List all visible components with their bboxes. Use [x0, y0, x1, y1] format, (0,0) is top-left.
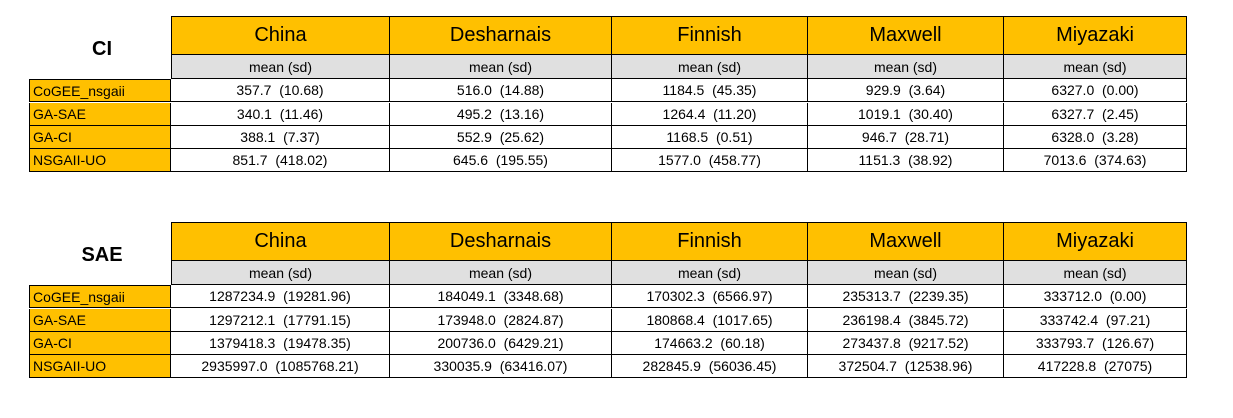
- table-cell: 495.2 (13.16): [390, 103, 612, 126]
- table-cell: 333712.0 (0.00): [1004, 285, 1187, 308]
- table-row: GA-SAE 340.1 (11.46) 495.2 (13.16) 1264.…: [29, 103, 1187, 126]
- table-cell: 6327.0 (0.00): [1004, 79, 1187, 102]
- subheader-cell: mean (sd): [612, 55, 808, 79]
- table-cell: 333742.4 (97.21): [1004, 309, 1187, 332]
- row-label: NSGAII-UO: [29, 149, 171, 172]
- sae-table: SAE China Desharnais Finnish Maxwell Miy…: [0, 222, 1233, 382]
- column-header-row: China Desharnais Finnish Maxwell Miyazak…: [171, 222, 1187, 261]
- table-row: GA-CI 1379418.3 (19478.35) 200736.0 (642…: [29, 332, 1187, 355]
- table-cell: 1168.5 (0.51): [612, 126, 808, 149]
- table-row: CoGEE_nsgaii 1287234.9 (19281.96) 184049…: [29, 285, 1187, 308]
- table-cell: 516.0 (14.88): [390, 79, 612, 102]
- subheader-cell: mean (sd): [390, 261, 612, 285]
- table-cell: 929.9 (3.64): [808, 79, 1004, 102]
- column-header-row: China Desharnais Finnish Maxwell Miyazak…: [171, 16, 1187, 55]
- table-cell: 645.6 (195.55): [390, 149, 612, 172]
- subheader-cell: mean (sd): [390, 55, 612, 79]
- row-label: NSGAII-UO: [29, 355, 171, 378]
- table-cell: 173948.0 (2824.87): [390, 309, 612, 332]
- table-cell: 184049.1 (3348.68): [390, 285, 612, 308]
- table-cell: 552.9 (25.62): [390, 126, 612, 149]
- subheader-cell: mean (sd): [171, 261, 390, 285]
- table-cell: 235313.7 (2239.35): [808, 285, 1004, 308]
- table-cell: 170302.3 (6566.97): [612, 285, 808, 308]
- table-cell: 851.7 (418.02): [171, 149, 390, 172]
- table-cell: 333793.7 (126.67): [1004, 332, 1187, 355]
- subheader-cell: mean (sd): [171, 55, 390, 79]
- table-cell: 1019.1 (30.40): [808, 103, 1004, 126]
- table-cell: 180868.4 (1017.65): [612, 309, 808, 332]
- ci-table: CI China Desharnais Finnish Maxwell Miya…: [0, 16, 1233, 176]
- row-label: CoGEE_nsgaii: [29, 285, 171, 308]
- row-label: GA-SAE: [29, 309, 171, 332]
- table-cell: 946.7 (28.71): [808, 126, 1004, 149]
- column-header: China: [171, 222, 390, 261]
- column-header: Desharnais: [390, 222, 612, 261]
- table-cell: 1264.4 (11.20): [612, 103, 808, 126]
- table-cell: 6328.0 (3.28): [1004, 126, 1187, 149]
- row-label: GA-CI: [29, 332, 171, 355]
- subheader-cell: mean (sd): [612, 261, 808, 285]
- subheader-row: mean (sd) mean (sd) mean (sd) mean (sd) …: [171, 55, 1187, 79]
- table-row: CoGEE_nsgaii 357.7 (10.68) 516.0 (14.88)…: [29, 79, 1187, 102]
- table-row: NSGAII-UO 851.7 (418.02) 645.6 (195.55) …: [29, 149, 1187, 172]
- table-cell: 330035.9 (63416.07): [390, 355, 612, 378]
- table-row: GA-CI 388.1 (7.37) 552.9 (25.62) 1168.5 …: [29, 126, 1187, 149]
- table-cell: 1184.5 (45.35): [612, 79, 808, 102]
- column-header: China: [171, 16, 390, 55]
- table-cell: 1287234.9 (19281.96): [171, 285, 390, 308]
- table-cell: 1297212.1 (17791.15): [171, 309, 390, 332]
- table-cell: 236198.4 (3845.72): [808, 309, 1004, 332]
- table-cell: 340.1 (11.46): [171, 103, 390, 126]
- table-cell: 7013.6 (374.63): [1004, 149, 1187, 172]
- table-cell: 1151.3 (38.92): [808, 149, 1004, 172]
- column-header: Maxwell: [808, 222, 1004, 261]
- column-header: Maxwell: [808, 16, 1004, 55]
- table-cell: 1379418.3 (19478.35): [171, 332, 390, 355]
- table-cell: 388.1 (7.37): [171, 126, 390, 149]
- table-cell: 273437.8 (9217.52): [808, 332, 1004, 355]
- row-label: CoGEE_nsgaii: [29, 79, 171, 102]
- table-cell: 372504.7 (12538.96): [808, 355, 1004, 378]
- table-cell: 357.7 (10.68): [171, 79, 390, 102]
- table-row: NSGAII-UO 2935997.0 (1085768.21) 330035.…: [29, 355, 1187, 378]
- table-cell: 174663.2 (60.18): [612, 332, 808, 355]
- table-row: GA-SAE 1297212.1 (17791.15) 173948.0 (28…: [29, 309, 1187, 332]
- table-cell: 1577.0 (458.77): [612, 149, 808, 172]
- subheader-cell: mean (sd): [1004, 55, 1187, 79]
- column-header: Finnish: [612, 222, 808, 261]
- table-cell: 2935997.0 (1085768.21): [171, 355, 390, 378]
- column-header: Desharnais: [390, 16, 612, 55]
- subheader-cell: mean (sd): [1004, 261, 1187, 285]
- table-cell: 6327.7 (2.45): [1004, 103, 1187, 126]
- table-cell: 282845.9 (56036.45): [612, 355, 808, 378]
- column-header: Miyazaki: [1004, 222, 1187, 261]
- table-title: CI: [92, 38, 112, 60]
- table-cell: 200736.0 (6429.21): [390, 332, 612, 355]
- subheader-cell: mean (sd): [808, 261, 1004, 285]
- row-label: GA-SAE: [29, 103, 171, 126]
- table-title: SAE: [81, 244, 123, 266]
- table-cell: 417228.8 (27075): [1004, 355, 1187, 378]
- column-header: Miyazaki: [1004, 16, 1187, 55]
- subheader-row: mean (sd) mean (sd) mean (sd) mean (sd) …: [171, 261, 1187, 285]
- subheader-cell: mean (sd): [808, 55, 1004, 79]
- column-header: Finnish: [612, 16, 808, 55]
- row-label: GA-CI: [29, 126, 171, 149]
